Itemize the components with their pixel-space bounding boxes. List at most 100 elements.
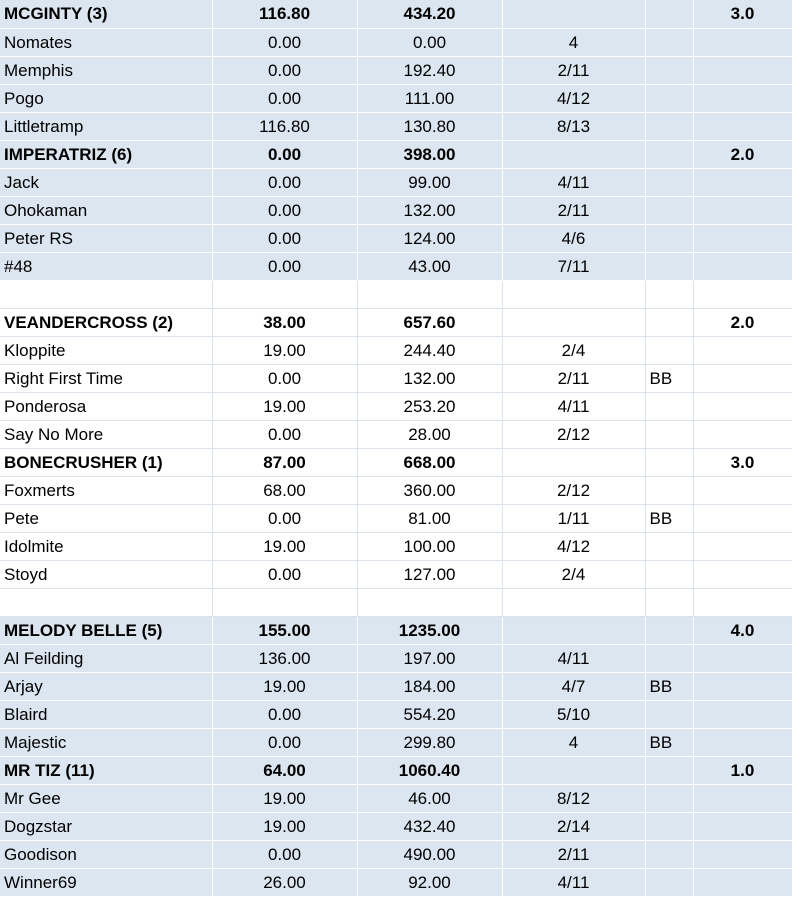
score-cell[interactable]	[693, 840, 792, 869]
score-cell[interactable]	[693, 560, 792, 589]
badge-cell[interactable]	[645, 448, 694, 477]
name-cell[interactable]: #48	[0, 252, 213, 281]
name-cell[interactable]: Idolmite	[0, 532, 213, 561]
name-cell[interactable]: Mr Gee	[0, 784, 213, 813]
fraction-cell[interactable]: 2/12	[502, 476, 646, 505]
points-cell[interactable]: 19.00	[212, 812, 358, 841]
points-cell[interactable]: 155.00	[212, 616, 358, 645]
name-cell[interactable]: MELODY BELLE (5)	[0, 616, 213, 645]
total-cell[interactable]: 0.00	[357, 28, 503, 57]
total-cell[interactable]: 184.00	[357, 672, 503, 701]
score-cell[interactable]	[693, 280, 792, 309]
total-cell[interactable]: 92.00	[357, 868, 503, 897]
badge-cell[interactable]	[645, 560, 694, 589]
badge-cell[interactable]	[645, 28, 694, 57]
name-cell[interactable]: Arjay	[0, 672, 213, 701]
total-cell[interactable]: 360.00	[357, 476, 503, 505]
name-cell[interactable]: Littletramp	[0, 112, 213, 141]
score-cell[interactable]	[693, 784, 792, 813]
points-cell[interactable]: 116.80	[212, 0, 358, 29]
total-cell[interactable]: 299.80	[357, 728, 503, 757]
name-cell[interactable]: Pete	[0, 504, 213, 533]
name-cell[interactable]	[0, 588, 213, 617]
badge-cell[interactable]	[645, 84, 694, 113]
name-cell[interactable]: Majestic	[0, 728, 213, 757]
score-cell[interactable]	[693, 476, 792, 505]
name-cell[interactable]: MR TIZ (11)	[0, 756, 213, 785]
score-cell[interactable]: 2.0	[693, 140, 792, 169]
badge-cell[interactable]	[645, 112, 694, 141]
fraction-cell[interactable]: 4/7	[502, 672, 646, 701]
fraction-cell[interactable]	[502, 616, 646, 645]
fraction-cell[interactable]: 5/10	[502, 700, 646, 729]
total-cell[interactable]: 197.00	[357, 644, 503, 673]
fraction-cell[interactable]: 2/14	[502, 812, 646, 841]
badge-cell[interactable]	[645, 280, 694, 309]
points-cell[interactable]	[212, 280, 358, 309]
total-cell[interactable]: 127.00	[357, 560, 503, 589]
fraction-cell[interactable]	[502, 140, 646, 169]
fraction-cell[interactable]: 2/11	[502, 196, 646, 225]
points-cell[interactable]: 116.80	[212, 112, 358, 141]
points-cell[interactable]: 64.00	[212, 756, 358, 785]
score-cell[interactable]	[693, 868, 792, 897]
points-cell[interactable]: 19.00	[212, 336, 358, 365]
badge-cell[interactable]	[645, 868, 694, 897]
fraction-cell[interactable]: 4/11	[502, 644, 646, 673]
fraction-cell[interactable]: 8/12	[502, 784, 646, 813]
badge-cell[interactable]	[645, 308, 694, 337]
total-cell[interactable]: 192.40	[357, 56, 503, 85]
points-cell[interactable]: 19.00	[212, 672, 358, 701]
total-cell[interactable]: 28.00	[357, 420, 503, 449]
score-cell[interactable]	[693, 168, 792, 197]
score-cell[interactable]	[693, 644, 792, 673]
fraction-cell[interactable]	[502, 588, 646, 617]
score-cell[interactable]	[693, 224, 792, 253]
badge-cell[interactable]: BB	[645, 672, 694, 701]
name-cell[interactable]: Right First Time	[0, 364, 213, 393]
total-cell[interactable]: 668.00	[357, 448, 503, 477]
fraction-cell[interactable]: 2/4	[502, 560, 646, 589]
fraction-cell[interactable]: 8/13	[502, 112, 646, 141]
points-cell[interactable]: 19.00	[212, 392, 358, 421]
points-cell[interactable]: 0.00	[212, 728, 358, 757]
name-cell[interactable]: Foxmerts	[0, 476, 213, 505]
total-cell[interactable]: 100.00	[357, 532, 503, 561]
fraction-cell[interactable]: 4/12	[502, 84, 646, 113]
score-cell[interactable]: 3.0	[693, 0, 792, 29]
total-cell[interactable]: 398.00	[357, 140, 503, 169]
total-cell[interactable]: 244.40	[357, 336, 503, 365]
name-cell[interactable]: Memphis	[0, 56, 213, 85]
badge-cell[interactable]	[645, 0, 694, 29]
total-cell[interactable]: 432.40	[357, 812, 503, 841]
points-cell[interactable]: 0.00	[212, 28, 358, 57]
points-cell[interactable]: 0.00	[212, 224, 358, 253]
badge-cell[interactable]	[645, 420, 694, 449]
total-cell[interactable]: 554.20	[357, 700, 503, 729]
fraction-cell[interactable]: 4/11	[502, 168, 646, 197]
score-cell[interactable]: 2.0	[693, 308, 792, 337]
name-cell[interactable]: Kloppite	[0, 336, 213, 365]
fraction-cell[interactable]: 4/11	[502, 868, 646, 897]
badge-cell[interactable]	[645, 812, 694, 841]
badge-cell[interactable]	[645, 252, 694, 281]
badge-cell[interactable]	[645, 168, 694, 197]
badge-cell[interactable]	[645, 756, 694, 785]
points-cell[interactable]: 0.00	[212, 252, 358, 281]
total-cell[interactable]: 132.00	[357, 196, 503, 225]
name-cell[interactable]: Blaird	[0, 700, 213, 729]
points-cell[interactable]: 0.00	[212, 700, 358, 729]
badge-cell[interactable]	[645, 532, 694, 561]
badge-cell[interactable]	[645, 616, 694, 645]
badge-cell[interactable]	[645, 224, 694, 253]
total-cell[interactable]: 43.00	[357, 252, 503, 281]
badge-cell[interactable]	[645, 140, 694, 169]
badge-cell[interactable]	[645, 196, 694, 225]
fraction-cell[interactable]	[502, 756, 646, 785]
badge-cell[interactable]	[645, 700, 694, 729]
name-cell[interactable]: Pogo	[0, 84, 213, 113]
score-cell[interactable]	[693, 336, 792, 365]
badge-cell[interactable]	[645, 336, 694, 365]
score-cell[interactable]	[693, 588, 792, 617]
fraction-cell[interactable]	[502, 0, 646, 29]
